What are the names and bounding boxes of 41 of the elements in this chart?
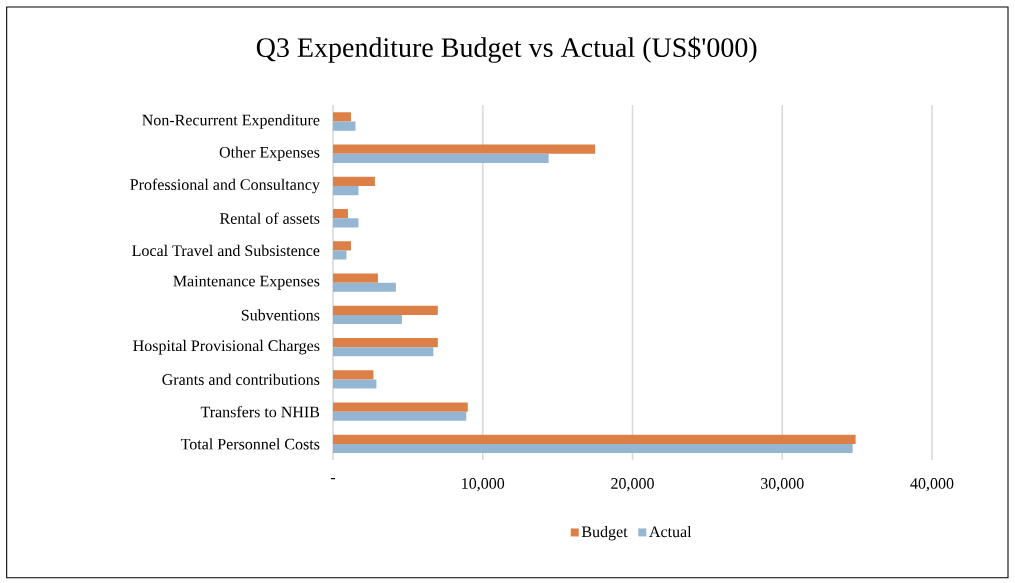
chart-title: Q3 Expenditure Budget vs Actual (US$'000)	[256, 36, 757, 63]
x-tick-label: 20,000	[611, 478, 654, 492]
legend-label: Actual	[649, 525, 692, 538]
y-tick-label: Other Expenses	[219, 146, 320, 161]
x-tick-label: 10,000	[462, 478, 505, 492]
bar	[333, 379, 377, 389]
y-tick-label: Subventions	[241, 309, 320, 321]
bar	[333, 443, 853, 454]
legend-label: Budget	[581, 525, 628, 541]
bar	[333, 250, 347, 260]
x-tick-label: 30,000	[761, 478, 804, 492]
bar	[333, 121, 356, 131]
bar	[333, 208, 348, 219]
bar	[333, 337, 438, 348]
bar	[333, 153, 549, 163]
y-tick-label: Maintenance Expenses	[173, 275, 320, 290]
bar	[333, 176, 375, 186]
y-tick-label: Transfers to NHIB	[200, 405, 320, 418]
bar	[333, 347, 434, 357]
bar	[333, 370, 374, 380]
bar	[333, 112, 351, 122]
bar	[333, 282, 396, 292]
bar	[333, 144, 596, 154]
y-tick-label: Professional and Consultancy	[130, 178, 320, 194]
bar	[333, 241, 351, 251]
bar	[333, 305, 438, 315]
bar	[333, 402, 468, 412]
y-tick-label: Total Personnel Costs	[180, 438, 320, 450]
x-tick-label: -	[330, 478, 336, 480]
y-tick-label: Hospital Provisional Charges	[133, 339, 320, 355]
bar	[333, 185, 359, 196]
bar	[333, 434, 856, 444]
bar	[333, 218, 359, 228]
y-tick-label: Grants and contributions	[162, 373, 320, 386]
y-tick-label: Local Travel and Subsistence	[132, 244, 320, 257]
y-tick-label: Non-Recurrent Expenditure	[142, 114, 320, 129]
bar	[333, 411, 467, 421]
x-tick-label: 40,000	[910, 478, 954, 492]
bar	[333, 273, 378, 283]
y-tick-label: Rental of assets	[219, 212, 320, 224]
bar	[333, 314, 402, 325]
